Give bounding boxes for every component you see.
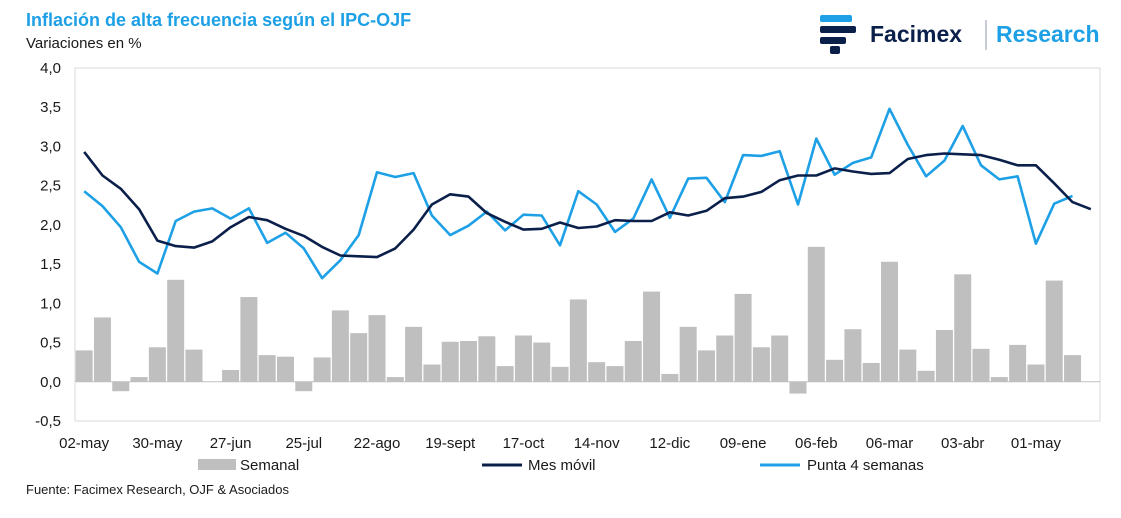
facimex-logo-icon xyxy=(820,15,856,54)
bar-semanal xyxy=(148,347,166,382)
x-tick-label: 14-nov xyxy=(574,435,620,452)
bar-semanal xyxy=(240,297,258,382)
x-tick-label: 12-dic xyxy=(649,435,690,452)
bar-semanal xyxy=(551,366,569,382)
line-punta-4-semanas xyxy=(83,107,1074,280)
x-tick-label: 06-mar xyxy=(866,435,914,452)
bar-semanal xyxy=(386,377,404,382)
x-tick-label: 25-jul xyxy=(285,435,322,452)
bar-semanal xyxy=(1027,364,1045,382)
x-tick-label: 17-oct xyxy=(503,435,546,452)
bar-semanal xyxy=(844,329,862,382)
y-tick-label: 3,0 xyxy=(40,138,61,155)
bar-semanal xyxy=(752,347,770,382)
bar-semanal xyxy=(1064,355,1082,382)
bar-semanal xyxy=(643,291,661,382)
legend-punta-4-semanas-label: Punta 4 semanas xyxy=(807,457,924,474)
x-tick-label: 22-ago xyxy=(354,435,401,452)
bar-semanal xyxy=(460,340,478,382)
logo-divider xyxy=(985,20,987,50)
bar-semanal xyxy=(917,370,935,382)
bar-semanal xyxy=(716,335,734,382)
bar-semanal xyxy=(588,362,606,382)
chart-subtitle: Variaciones en % xyxy=(26,35,142,52)
bar-semanal xyxy=(679,326,697,382)
bar-semanal xyxy=(899,349,917,382)
x-tick-label: 27-jun xyxy=(210,435,252,452)
bar-semanal xyxy=(624,340,642,382)
bar-semanal xyxy=(441,341,459,382)
bar-semanal xyxy=(93,317,111,382)
bar-semanal xyxy=(533,342,551,382)
bar-semanal xyxy=(569,299,587,382)
plot-frame xyxy=(74,67,1101,422)
x-tick-label: 01-may xyxy=(1011,435,1062,452)
bar-semanal xyxy=(935,330,953,382)
bar-semanal xyxy=(405,326,423,382)
bar-semanal xyxy=(331,310,349,382)
legend-semanal-swatch xyxy=(198,459,236,470)
y-tick-label: 2,5 xyxy=(40,178,61,195)
y-tick-label: 2,0 xyxy=(40,217,61,234)
logo-research: Research xyxy=(996,21,1100,47)
inflation-chart: -0,5 0,0 0,5 1,0 1,5 2,0 2,5 3,0 3,5 4,0 02-may 30-… xyxy=(35,60,1101,474)
y-tick-label: 0,0 xyxy=(40,374,61,391)
x-tick-label: 06-feb xyxy=(795,435,838,452)
bar-semanal xyxy=(697,350,715,382)
logo-name: Facimex xyxy=(870,21,963,47)
bar-semanal xyxy=(734,293,752,382)
bar-semanal xyxy=(606,366,624,382)
bar-semanal xyxy=(258,355,276,382)
bar-semanal xyxy=(972,348,990,382)
bar-semanal xyxy=(130,377,148,382)
bar-semanal xyxy=(167,279,185,382)
y-tick-label: 4,0 xyxy=(40,60,61,77)
line-mes-movil xyxy=(83,151,1092,259)
facimex-logo: Facimex Research xyxy=(818,12,1108,56)
bar-semanal xyxy=(185,349,203,382)
x-tick-label: 19-sept xyxy=(425,435,476,452)
bar-semanal xyxy=(881,261,899,382)
bar-semanal xyxy=(1045,280,1063,382)
bar-semanal xyxy=(954,274,972,382)
bar-semanal xyxy=(112,381,130,392)
bar-semanal xyxy=(514,335,532,382)
chart-title: Inflación de alta frecuencia según el IP… xyxy=(26,10,412,30)
bar-semanal xyxy=(75,350,93,382)
source-note: Fuente: Facimex Research, OJF & Asociado… xyxy=(26,482,289,497)
bar-semanal xyxy=(295,381,313,392)
bar-semanal xyxy=(478,336,496,382)
bar-semanal xyxy=(368,315,386,382)
y-tick-label: 1,0 xyxy=(40,295,61,312)
x-tick-label: 30-may xyxy=(132,435,183,452)
y-tick-label: -0,5 xyxy=(35,413,61,430)
bar-semanal xyxy=(1009,344,1027,382)
legend-semanal-label: Semanal xyxy=(240,457,299,474)
bar-semanal xyxy=(862,362,880,382)
y-tick-label: 1,5 xyxy=(40,256,61,273)
x-tick-label: 02-may xyxy=(59,435,110,452)
bar-semanal xyxy=(771,335,789,382)
bar-semanal xyxy=(807,246,825,382)
bar-semanal xyxy=(423,364,441,382)
bar-semanal xyxy=(826,359,844,382)
bar-semanal xyxy=(496,366,514,382)
bar-semanal xyxy=(222,370,240,382)
bar-semanal xyxy=(313,357,331,382)
bar-semanal xyxy=(990,377,1008,382)
y-tick-label: 3,5 xyxy=(40,99,61,116)
x-tick-label: 03-abr xyxy=(941,435,984,452)
y-tick-label: 0,5 xyxy=(40,335,61,352)
legend-mes-movil-label: Mes móvil xyxy=(528,457,596,474)
x-tick-label: 09-ene xyxy=(720,435,767,452)
bar-semanal xyxy=(661,373,679,382)
bar-semanal xyxy=(276,356,294,382)
bar-semanal xyxy=(350,333,368,382)
bar-semanal xyxy=(789,381,807,394)
